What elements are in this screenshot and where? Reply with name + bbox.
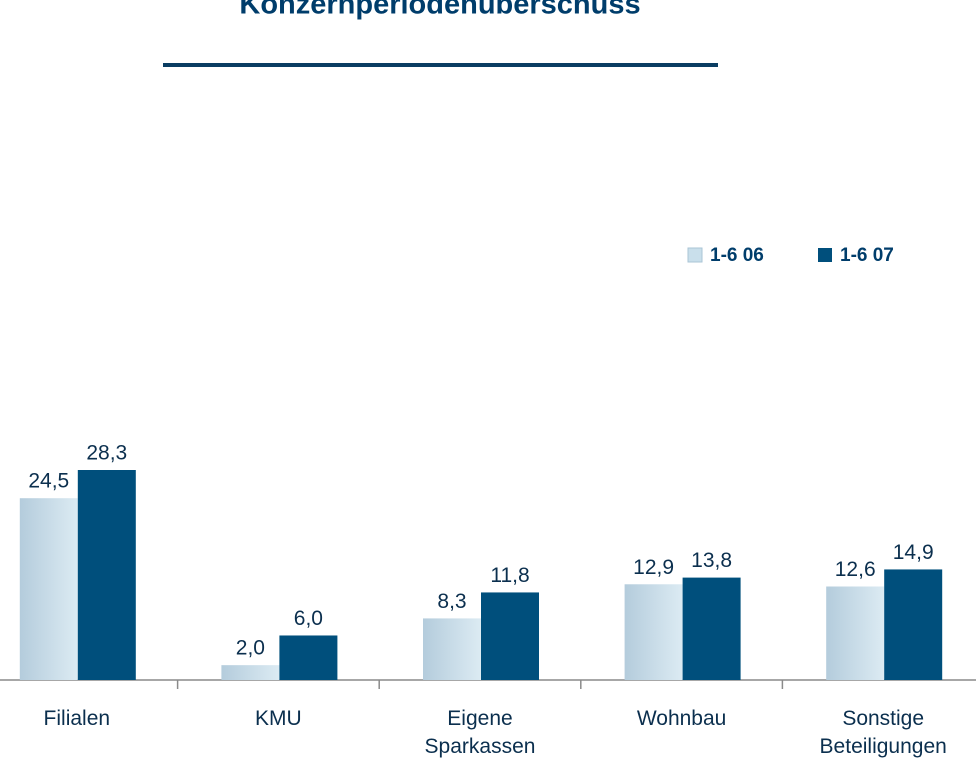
bar: [221, 665, 280, 680]
x-tick-label: KMU: [255, 707, 302, 730]
legend-label: 1-6 06: [710, 245, 764, 266]
data-label: 11,8: [490, 564, 529, 587]
bar: [19, 498, 78, 680]
data-label: 8,3: [437, 590, 466, 613]
legend-label: 1-6 07: [840, 245, 894, 266]
data-label: 12,9: [633, 556, 674, 579]
legend-swatch: [687, 247, 703, 263]
x-tick-label: Wohnbau: [636, 707, 727, 730]
data-label: 13,8: [691, 549, 732, 572]
bar: [624, 584, 683, 680]
bar: [279, 635, 338, 680]
x-tick-label: Sonstige Beteiligungen: [819, 707, 947, 758]
chart-title: Konzernperiodenüberschuss: [239, 0, 640, 21]
data-label: 6,0: [294, 607, 323, 630]
legend-swatch: [818, 248, 832, 262]
data-label: 12,6: [835, 558, 876, 581]
bar: [77, 470, 136, 680]
data-label: 28,3: [86, 442, 127, 465]
data-label: 24,5: [28, 470, 69, 493]
x-tick-label: Filialen: [43, 707, 111, 730]
data-label: 2,0: [236, 637, 265, 660]
bar: [481, 592, 539, 680]
bar: [884, 569, 943, 680]
x-tick-label: Eigene Sparkassen: [424, 707, 536, 758]
bar: [682, 577, 741, 680]
data-label: 14,9: [893, 541, 934, 564]
bar: [826, 586, 885, 680]
bar: [423, 618, 481, 680]
